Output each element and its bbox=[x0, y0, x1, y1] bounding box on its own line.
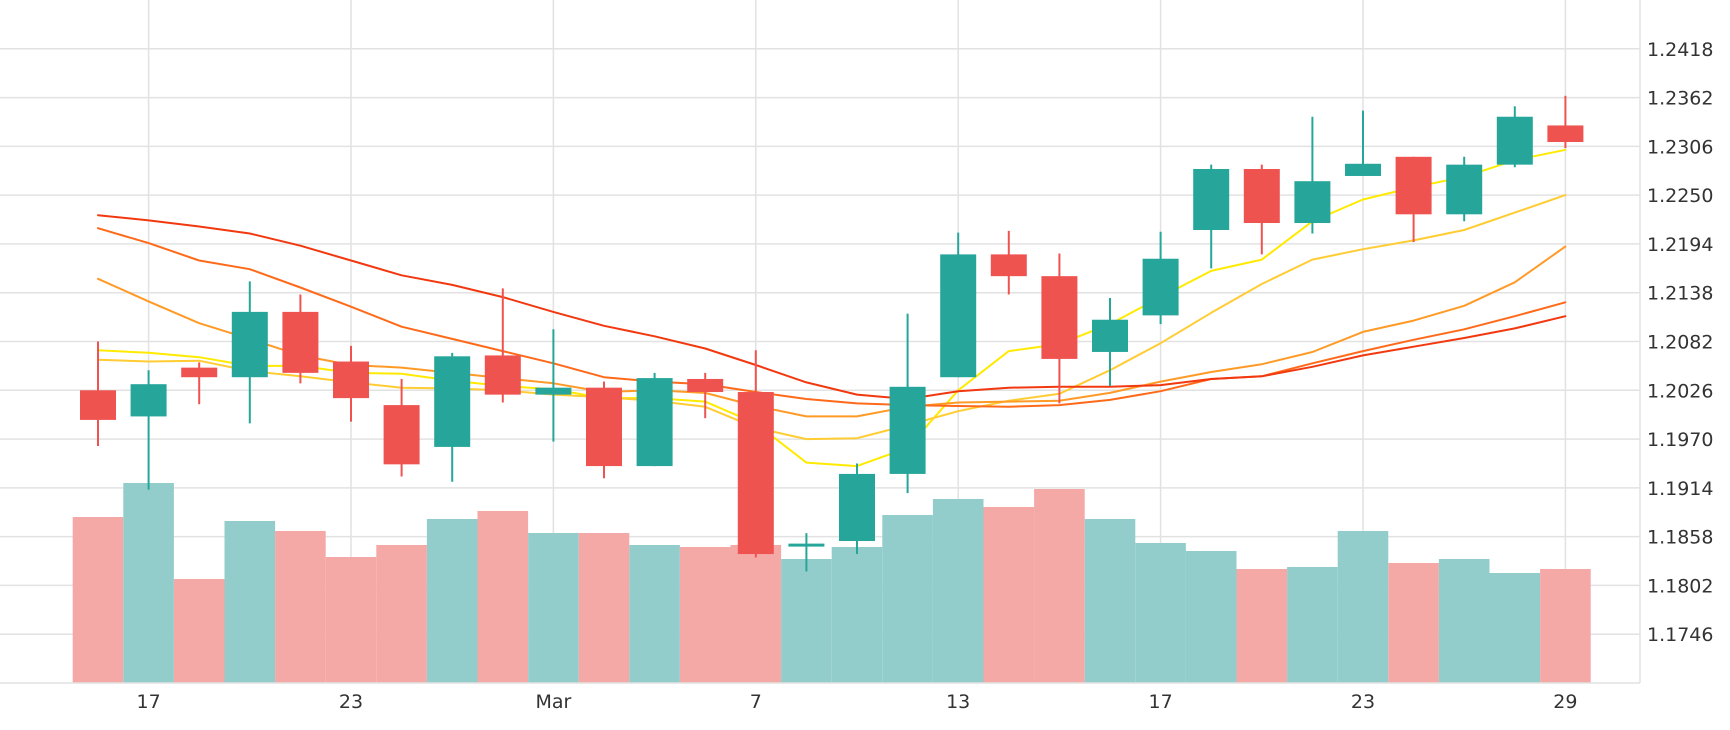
volume-bar bbox=[578, 533, 630, 683]
candle-down[interactable] bbox=[990, 254, 1027, 277]
candles bbox=[80, 95, 1584, 572]
candle-down[interactable] bbox=[282, 311, 319, 373]
x-tick-label: 7 bbox=[750, 691, 762, 713]
volume-bar bbox=[1135, 543, 1186, 683]
candle-up[interactable] bbox=[940, 254, 977, 378]
candle-down[interactable] bbox=[1547, 125, 1584, 143]
y-tick-label: 1.1802 bbox=[1647, 575, 1713, 597]
candle-up[interactable] bbox=[130, 384, 167, 417]
volume-bar bbox=[275, 531, 326, 683]
volume-bar bbox=[1489, 573, 1541, 683]
y-tick-label: 1.2418 bbox=[1647, 39, 1713, 61]
y-tick-label: 1.1970 bbox=[1647, 429, 1713, 451]
x-tick-label: 13 bbox=[946, 691, 970, 713]
volume-bar bbox=[882, 515, 933, 683]
volume-bar bbox=[426, 519, 478, 683]
volume-bar bbox=[831, 547, 883, 683]
volume-bar bbox=[1084, 519, 1136, 683]
y-tick-label: 1.2138 bbox=[1647, 283, 1713, 305]
candle-down[interactable] bbox=[484, 355, 521, 395]
candle-up[interactable] bbox=[1294, 181, 1331, 224]
x-tick-label: 23 bbox=[339, 691, 363, 713]
volume-bar bbox=[781, 559, 832, 683]
candle-up[interactable] bbox=[839, 473, 875, 541]
moving-average-lines bbox=[97, 148, 1567, 468]
volume-bar bbox=[123, 483, 174, 683]
volume-bar bbox=[1287, 567, 1338, 683]
candle-down[interactable] bbox=[737, 392, 774, 555]
candle-down[interactable] bbox=[181, 367, 218, 378]
candle-up[interactable] bbox=[788, 543, 825, 547]
volume-bar bbox=[1034, 489, 1085, 683]
volume-bar bbox=[224, 521, 276, 683]
volume-bar bbox=[730, 545, 782, 683]
y-tick-label: 1.1914 bbox=[1647, 478, 1713, 500]
y-tick-label: 1.2250 bbox=[1647, 185, 1713, 207]
volume-bar bbox=[1540, 569, 1591, 683]
volume-bar bbox=[629, 545, 680, 683]
x-tick-label: 17 bbox=[1149, 691, 1173, 713]
candle-up[interactable] bbox=[636, 378, 673, 467]
candle-up[interactable] bbox=[1142, 258, 1179, 316]
volume-bar bbox=[1337, 531, 1389, 683]
candle-up[interactable] bbox=[231, 311, 268, 378]
moving-average-line bbox=[97, 227, 1567, 408]
volume-bar bbox=[477, 511, 529, 683]
volume-bar bbox=[72, 517, 124, 683]
candle-up[interactable] bbox=[889, 386, 926, 474]
candle-up[interactable] bbox=[434, 356, 471, 447]
volume-bar bbox=[1185, 551, 1237, 683]
y-tick-label: 1.2306 bbox=[1647, 136, 1713, 158]
volume-bar bbox=[983, 507, 1035, 683]
candle-down[interactable] bbox=[1243, 169, 1280, 224]
x-tick-label: 29 bbox=[1553, 691, 1577, 713]
axes: 1.2418 1.2362 1.2306 1.2250 1.2194 1.2138 1.20… bbox=[0, 0, 1713, 713]
x-tick-label: 23 bbox=[1351, 691, 1375, 713]
moving-average-line bbox=[97, 148, 1567, 468]
volume-bar bbox=[932, 499, 984, 683]
candle-down[interactable] bbox=[383, 405, 420, 465]
candle-up[interactable] bbox=[1345, 163, 1381, 176]
candle-up[interactable] bbox=[1092, 319, 1128, 352]
candle-down[interactable] bbox=[586, 387, 622, 467]
candle-down[interactable] bbox=[80, 390, 116, 420]
candle-down[interactable] bbox=[1395, 156, 1432, 215]
y-tick-label: 1.2026 bbox=[1647, 380, 1713, 402]
candle-down[interactable] bbox=[333, 361, 369, 399]
volume-bar bbox=[325, 557, 377, 683]
y-tick-label: 1.2362 bbox=[1647, 88, 1713, 110]
moving-average-line bbox=[97, 214, 1567, 400]
volume-bar bbox=[376, 545, 427, 683]
x-tick-label: Mar bbox=[535, 691, 571, 713]
volume-bar bbox=[173, 579, 225, 683]
volume-bar bbox=[1438, 559, 1490, 683]
candle-up[interactable] bbox=[1193, 169, 1230, 230]
y-tick-label: 1.1858 bbox=[1647, 527, 1713, 549]
y-tick-label: 1.1746 bbox=[1647, 624, 1713, 646]
x-tick-label: 17 bbox=[137, 691, 161, 713]
volume-bar bbox=[679, 547, 731, 683]
candle-up[interactable] bbox=[1496, 116, 1533, 165]
candle-up[interactable] bbox=[1446, 164, 1483, 215]
candle-down[interactable] bbox=[687, 378, 724, 393]
volume-bar bbox=[1236, 569, 1288, 683]
y-tick-label: 1.2082 bbox=[1647, 332, 1713, 354]
candle-down[interactable] bbox=[1041, 276, 1078, 359]
y-tick-label: 1.2194 bbox=[1647, 234, 1713, 256]
volume-bar bbox=[528, 533, 579, 683]
candle-up[interactable] bbox=[535, 387, 572, 395]
volume-bars bbox=[72, 483, 1591, 683]
volume-bar bbox=[1388, 563, 1439, 683]
